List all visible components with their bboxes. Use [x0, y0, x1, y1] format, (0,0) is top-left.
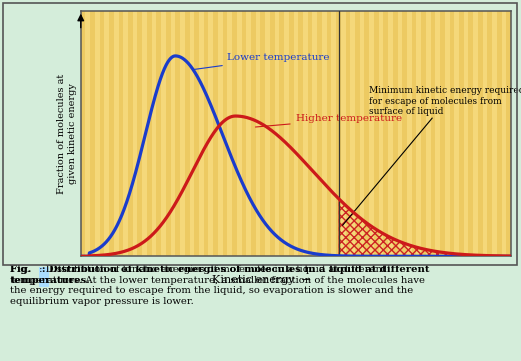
Bar	[412, 11, 416, 256]
Bar	[204, 11, 208, 256]
Bar	[506, 11, 511, 256]
Bar	[166, 11, 170, 256]
Bar	[232, 11, 237, 256]
Bar	[222, 11, 227, 256]
Bar	[345, 11, 350, 256]
Bar	[175, 11, 180, 256]
Bar	[109, 11, 114, 256]
Bar	[440, 11, 445, 256]
Bar	[393, 11, 398, 256]
Bar	[194, 11, 199, 256]
Bar	[289, 11, 293, 256]
Bar	[270, 11, 275, 256]
Bar	[213, 11, 218, 256]
Bar	[468, 11, 473, 256]
Text: Higher temperature: Higher temperature	[255, 114, 402, 127]
Bar	[487, 11, 492, 256]
Bar	[81, 11, 85, 256]
Bar	[327, 11, 331, 256]
Bar	[308, 11, 313, 256]
Bar	[100, 11, 104, 256]
Bar	[147, 11, 152, 256]
Bar	[355, 11, 359, 256]
Bar	[497, 11, 502, 256]
Bar	[90, 11, 95, 256]
Bar	[383, 11, 388, 256]
Bar	[364, 11, 369, 256]
Bar	[317, 11, 322, 256]
Bar	[242, 11, 246, 256]
Bar	[459, 11, 464, 256]
Bar	[138, 11, 142, 256]
Bar	[421, 11, 426, 256]
Bar	[450, 11, 454, 256]
Bar	[185, 11, 190, 256]
Bar	[336, 11, 341, 256]
Bar	[119, 11, 123, 256]
Text: Fig.   : Distribution of kinetic energies of molecules in a liquid at different
: Fig. : Distribution of kinetic energies …	[10, 265, 425, 306]
Bar	[128, 11, 133, 256]
Bar	[402, 11, 407, 256]
Y-axis label: Fraction of molecules at
given kinetic energy: Fraction of molecules at given kinetic e…	[57, 73, 77, 194]
Text: Kinetic energy  →: Kinetic energy →	[212, 275, 311, 285]
Text: Minimum kinetic energy required
for escape of molecules from
surface of liquid: Minimum kinetic energy required for esca…	[343, 86, 521, 225]
Text: Fig.   : Distribution of kinetic energies of molecules in a liquid at different
: Fig. : Distribution of kinetic energies …	[10, 265, 430, 285]
Bar	[279, 11, 284, 256]
Bar	[260, 11, 265, 256]
Bar	[374, 11, 379, 256]
Bar	[156, 11, 161, 256]
Bar	[298, 11, 303, 256]
Bar	[478, 11, 482, 256]
Text: Lower temperature: Lower temperature	[193, 53, 329, 70]
Bar	[431, 11, 436, 256]
Bar	[40, 268, 48, 287]
Bar	[251, 11, 256, 256]
